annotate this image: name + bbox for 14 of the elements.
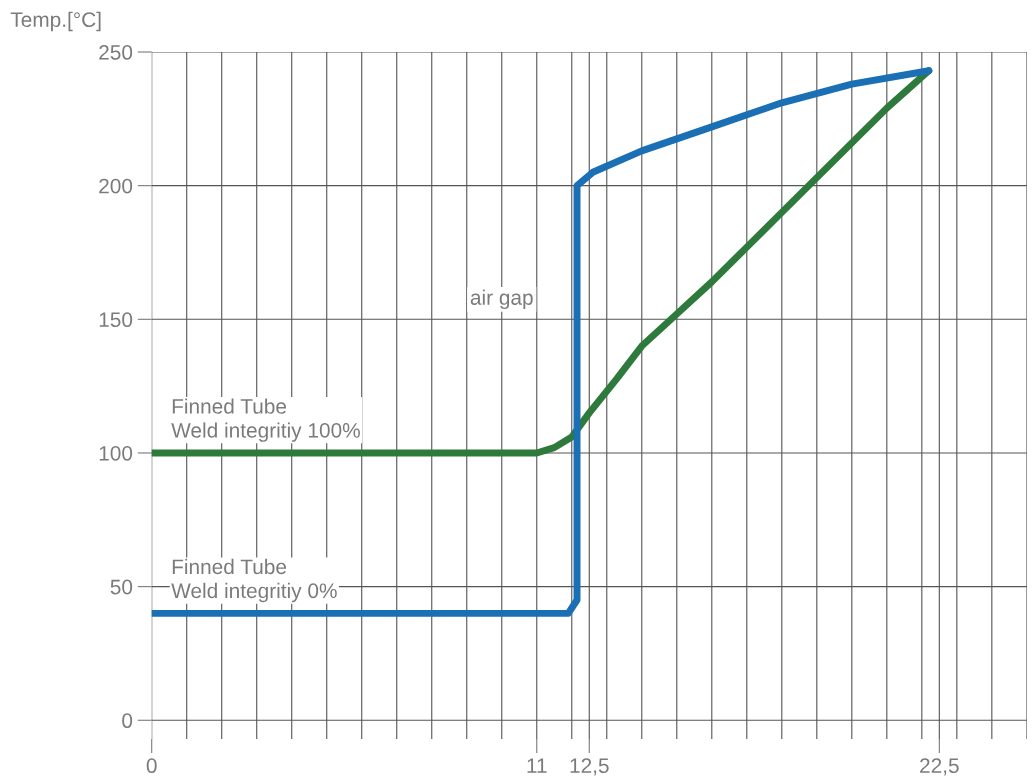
series-label: Finned Tube Weld integritiy 0% bbox=[171, 558, 337, 603]
annotation: air gap bbox=[470, 289, 533, 310]
y-tick-label: 250 bbox=[99, 45, 133, 60]
x-tick-label: 11 bbox=[527, 758, 547, 773]
y-tick-label: 100 bbox=[99, 445, 133, 461]
x-tick-label: 12,5 bbox=[570, 758, 609, 776]
y-tick-label: 150 bbox=[99, 312, 133, 328]
y-tick-label: 50 bbox=[110, 579, 133, 595]
y-axis-title: Temp.[°C] bbox=[10, 11, 101, 32]
x-tick-label: 0 bbox=[146, 758, 157, 774]
y-tick-label: 200 bbox=[99, 178, 133, 194]
series-label: Finned Tube Weld integritiy 100% bbox=[171, 398, 360, 442]
y-tick-label: 0 bbox=[122, 713, 133, 729]
x-tick-label: 22,5 bbox=[920, 758, 959, 776]
